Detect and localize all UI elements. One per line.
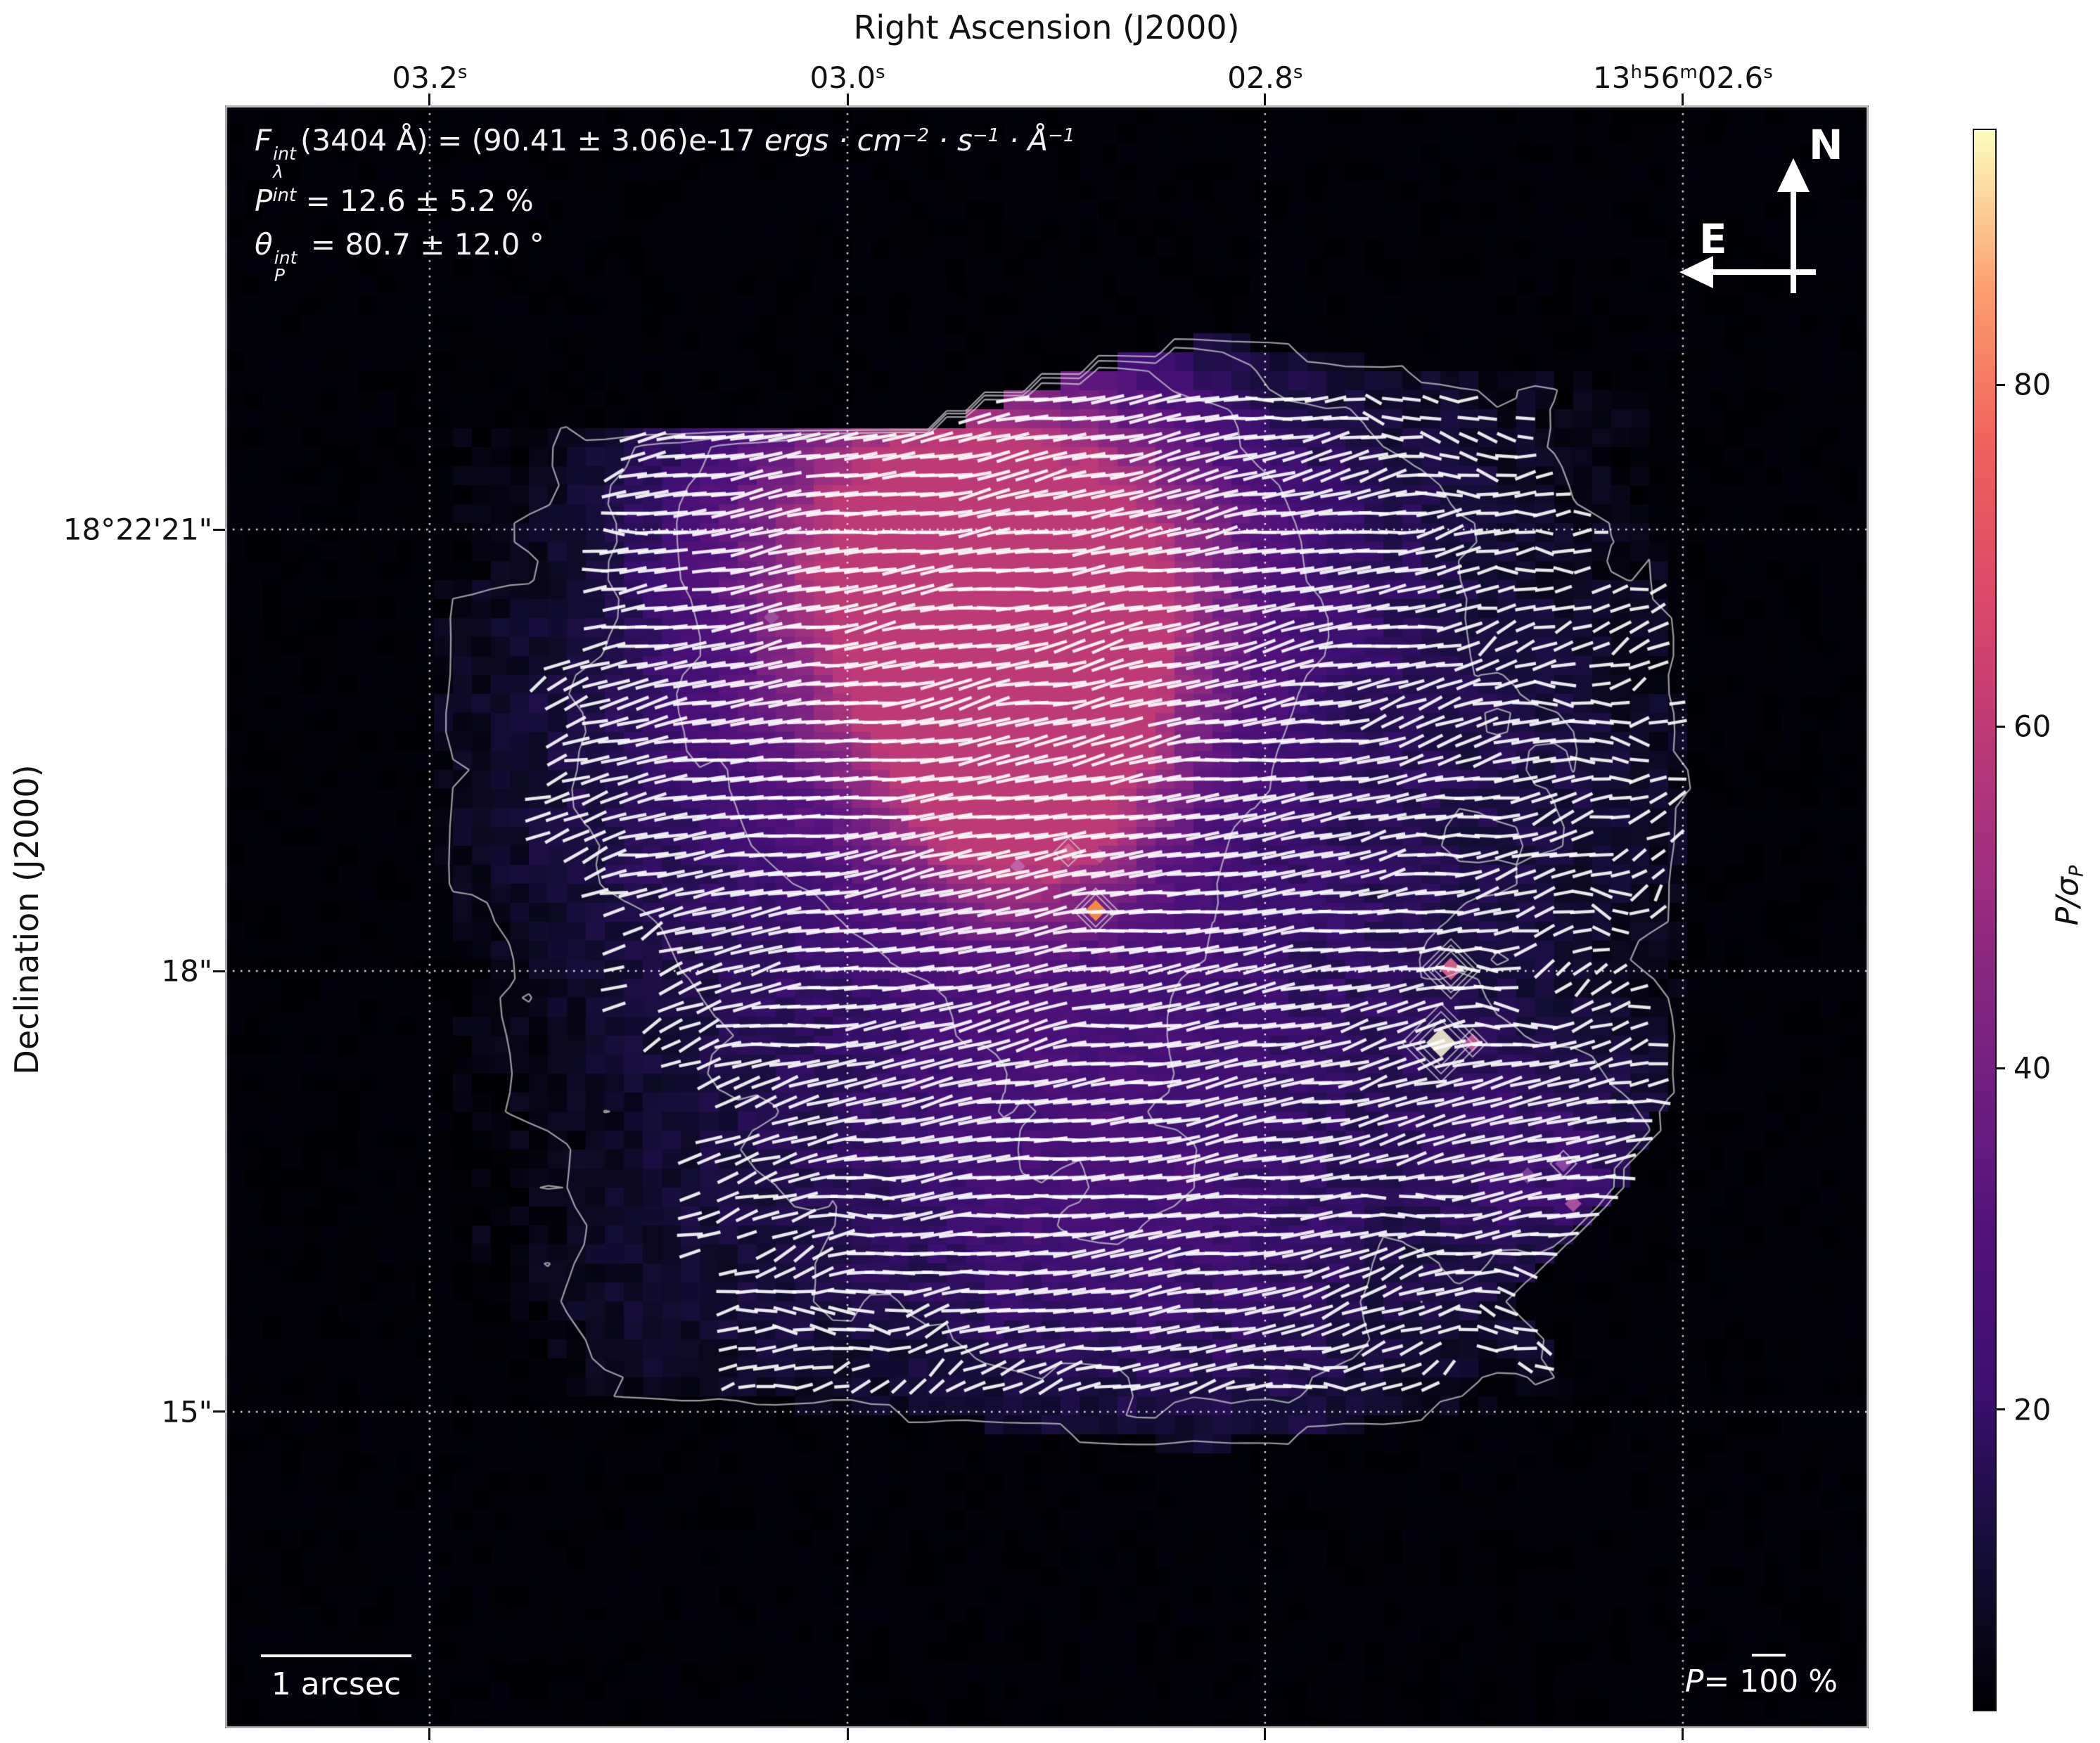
vector-legend-symbol: P <box>1684 1664 1704 1699</box>
scale-bar-line <box>261 1654 411 1657</box>
x-axis-title: Right Ascension (J2000) <box>853 8 1240 46</box>
x-tickmark-bottom-2 <box>1264 1728 1267 1740</box>
colorbar-label-subscript: P <box>2066 865 2088 877</box>
x-tick-label-1: 03.0s <box>809 60 885 95</box>
compass-north-label: N <box>1809 121 1843 169</box>
colorbar-tick-label-20: 20 <box>2013 1392 2051 1427</box>
colorbar-tick-label-60: 60 <box>2013 709 2051 744</box>
annotation-token: P <box>255 183 273 218</box>
x-tick-label-3: 13h56m02.6s <box>1592 60 1773 95</box>
annotation-token: −2 <box>902 124 929 146</box>
vector-scale-legend: P= 100 % <box>1684 1654 1838 1699</box>
annotation-token: int P <box>274 247 297 286</box>
annotation-token: −1 <box>972 124 1000 146</box>
annotation-token: · s <box>928 123 973 157</box>
x-tickmark-top-1 <box>846 94 849 105</box>
annotation-token: ergs · cm <box>764 123 902 157</box>
compass-east-line <box>1713 269 1816 275</box>
colorbar-tickmark-60 <box>1997 725 2005 728</box>
vector-legend-value-wrap: 100 <box>1739 1654 1799 1699</box>
y-tick-label-2: 15" <box>161 1394 212 1429</box>
scale-bar-label: 1 arcsec <box>271 1666 402 1702</box>
x-tick-superscript: s <box>457 61 468 83</box>
x-tickmark-top-0 <box>428 94 431 105</box>
vector-legend-bar <box>1752 1654 1786 1657</box>
annotation-script: λ <box>273 161 284 182</box>
x-tickmark-bottom-3 <box>1682 1728 1684 1740</box>
colorbar-tickmark-40 <box>1997 1067 2005 1069</box>
annotation-token: int <box>272 185 297 207</box>
colorbar-tick-label-40: 40 <box>2013 1050 2051 1086</box>
y-axis-title: Declination (J2000) <box>8 764 46 1075</box>
vector-legend-equals: = <box>1703 1664 1740 1699</box>
x-tickmark-bottom-1 <box>846 1728 849 1740</box>
y-tickmark-0 <box>213 528 225 531</box>
y-tick-label-1: 18" <box>161 953 212 989</box>
x-tickmark-top-2 <box>1264 94 1267 105</box>
colorbar <box>1973 129 1997 1711</box>
polarization-map-canvas <box>225 105 1869 1728</box>
annotation-script: P <box>274 265 285 286</box>
colorbar-label: P/σP <box>2049 865 2088 926</box>
compass-east-label: E <box>1699 215 1727 263</box>
annotation-token: = 12.6 ± 5.2 % <box>296 183 534 218</box>
annotation-token: = 80.7 ± 12.0 ° <box>301 226 544 262</box>
annotation-token: −1 <box>1048 124 1075 146</box>
x-tick-label-2: 02.8s <box>1227 60 1303 95</box>
annotation-token: · Å <box>999 123 1049 157</box>
x-tick-superscript: s <box>1763 61 1773 83</box>
x-tick-superscript: m <box>1679 61 1698 83</box>
y-tickmark-1 <box>213 970 225 972</box>
y-tick-label-0: 18°22'21" <box>63 512 212 547</box>
compass-east-arrowhead-icon <box>1679 256 1713 288</box>
annotation-script: int <box>274 247 297 268</box>
colorbar-tickmark-80 <box>1997 383 2005 386</box>
x-tickmark-top-3 <box>1682 94 1684 105</box>
x-tick-superscript: s <box>1293 61 1303 83</box>
compass-north-line <box>1791 191 1796 293</box>
colorbar-tick-label-80: 80 <box>2013 367 2051 402</box>
x-tickmark-bottom-0 <box>428 1728 431 1740</box>
y-tickmark-2 <box>213 1410 225 1413</box>
annotation-token: F <box>255 123 272 157</box>
x-tick-label-0: 03.2s <box>392 60 468 95</box>
vector-legend-value: 100 <box>1739 1664 1799 1699</box>
annotation-token: int λ <box>273 145 296 181</box>
annotation-line-2: θ int P = 80.7 ± 12.0 ° <box>255 225 1075 285</box>
annotation-token: θ <box>255 226 273 262</box>
x-tick-superscript: s <box>875 61 885 83</box>
x-tick-superscript: h <box>1630 61 1642 83</box>
vector-legend-unit: % <box>1798 1664 1838 1699</box>
compass-north-arrowhead-icon <box>1777 158 1810 192</box>
colorbar-tickmark-20 <box>1997 1408 2005 1411</box>
annotation-script: int <box>273 143 297 165</box>
annotation-line-1: Pint = 12.6 ± 5.2 % <box>255 181 1075 225</box>
annotation-token: (3404 Å) = (90.41 ± 3.06)e-17 <box>300 123 764 157</box>
